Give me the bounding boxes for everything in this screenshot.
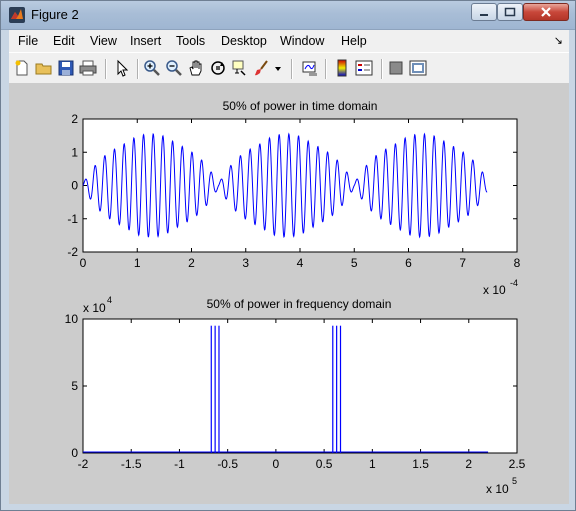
menu-view[interactable]: View (90, 34, 117, 48)
figure-canvas: 50% of power in time domain 0 1 2 3 4 5 6 7 8 2 1… (9, 83, 569, 504)
hide-plot-tools-icon[interactable] (387, 59, 405, 77)
brush-dropdown-icon[interactable] (273, 59, 283, 77)
time-x-exponent: x 10 (483, 283, 506, 297)
maximize-button[interactable] (497, 3, 523, 21)
toolbar-separator (137, 59, 139, 79)
time-domain-axes: 50% of power in time domain 0 1 2 3 4 5 6 7 8 2 1… (67, 99, 520, 297)
time-x-tick-label: 4 (297, 256, 304, 270)
minimize-button[interactable] (471, 3, 497, 21)
frequency-y-exponent-power: 4 (107, 295, 112, 305)
close-button[interactable] (523, 3, 569, 21)
maximize-icon (504, 7, 516, 17)
time-y-tick-label: -2 (67, 245, 78, 259)
frequency-axes-box (82, 318, 518, 454)
legend-icon[interactable] (355, 59, 373, 77)
close-icon (541, 7, 551, 17)
freq-x-tick-label: 2 (465, 457, 472, 471)
time-y-tick-label: 0 (71, 179, 78, 193)
figure-toolbar (9, 52, 569, 84)
freq-x-tick-label: 1.5 (412, 457, 429, 471)
matlab-logo-icon (9, 7, 25, 23)
frequency-domain-title: 50% of power in frequency domain (207, 297, 392, 311)
freq-x-tick-label: 0.5 (316, 457, 333, 471)
time-x-tick-label: 0 (80, 256, 87, 270)
freq-x-tick-label: -0.5 (217, 457, 238, 471)
time-x-tick-label: 2 (188, 256, 195, 270)
time-x-tick-label: 5 (351, 256, 358, 270)
menu-bar: File Edit View Insert Tools Desktop Wind… (9, 30, 569, 52)
new-figure-icon[interactable] (13, 59, 31, 77)
save-icon[interactable] (57, 59, 75, 77)
frequency-domain-axes: 50% of power in frequency domain x 10 4 … (65, 295, 526, 496)
menu-tools[interactable]: Tools (176, 34, 206, 48)
time-x-tick-label: 8 (514, 256, 521, 270)
menu-window[interactable]: Window (280, 34, 325, 48)
freq-y-tick-label: 10 (65, 312, 79, 326)
zoom-in-icon[interactable] (143, 59, 161, 77)
frequency-x-exponent: x 10 (486, 482, 509, 496)
window-title: Figure 2 (31, 7, 79, 22)
open-file-icon[interactable] (35, 59, 53, 77)
freq-y-tick-label: 5 (71, 379, 78, 393)
show-plot-tools-icon[interactable] (409, 59, 427, 77)
menu-edit[interactable]: Edit (53, 34, 75, 48)
time-domain-title: 50% of power in time domain (223, 99, 378, 113)
freq-x-tick-label: 2.5 (509, 457, 526, 471)
freq-x-tick-label: -1.5 (121, 457, 142, 471)
colorbar-icon[interactable] (333, 59, 351, 77)
title-bar[interactable]: Figure 2 (1, 1, 575, 30)
dock-arrow-icon[interactable]: ↘ (553, 35, 563, 47)
print-icon[interactable] (79, 59, 97, 77)
link-plot-icon[interactable] (301, 59, 319, 77)
rotate-3d-icon[interactable] (209, 59, 227, 77)
freq-y-tick-label: 0 (71, 446, 78, 460)
time-y-tick-label: 1 (71, 145, 78, 159)
freq-x-tick-label: 1 (369, 457, 376, 471)
menu-insert[interactable]: Insert (130, 34, 162, 48)
data-cursor-icon[interactable] (231, 59, 249, 77)
toolbar-separator (105, 59, 107, 79)
freq-x-tick-label: -1 (174, 457, 185, 471)
menu-help[interactable]: Help (341, 34, 367, 48)
time-y-tick-label: 2 (71, 112, 78, 126)
plots-svg: 50% of power in time domain 0 1 2 3 4 5 6 7 8 2 1… (65, 99, 526, 496)
zoom-out-icon[interactable] (165, 59, 183, 77)
time-x-tick-label: 7 (459, 256, 466, 270)
time-x-tick-label: 3 (242, 256, 249, 270)
time-y-tick-label: -1 (67, 212, 78, 226)
time-x-tick-label: 1 (134, 256, 141, 270)
frequency-y-exponent: x 10 (83, 301, 106, 315)
time-signal-line (82, 132, 488, 239)
menu-desktop[interactable]: Desktop (221, 34, 267, 48)
freq-x-tick-label: -2 (78, 457, 89, 471)
frequency-x-exponent-power: 5 (512, 476, 517, 486)
time-x-exponent-power: -4 (510, 278, 518, 288)
time-x-tick-label: 6 (405, 256, 412, 270)
pointer-icon[interactable] (113, 59, 131, 77)
toolbar-separator (291, 59, 293, 79)
minimize-icon (480, 14, 488, 16)
freq-x-tick-label: 0 (273, 457, 280, 471)
toolbar-separator (381, 59, 383, 79)
menu-file[interactable]: File (18, 34, 39, 48)
pan-icon[interactable] (187, 59, 205, 77)
brush-icon[interactable] (253, 59, 271, 77)
toolbar-separator (325, 59, 327, 79)
